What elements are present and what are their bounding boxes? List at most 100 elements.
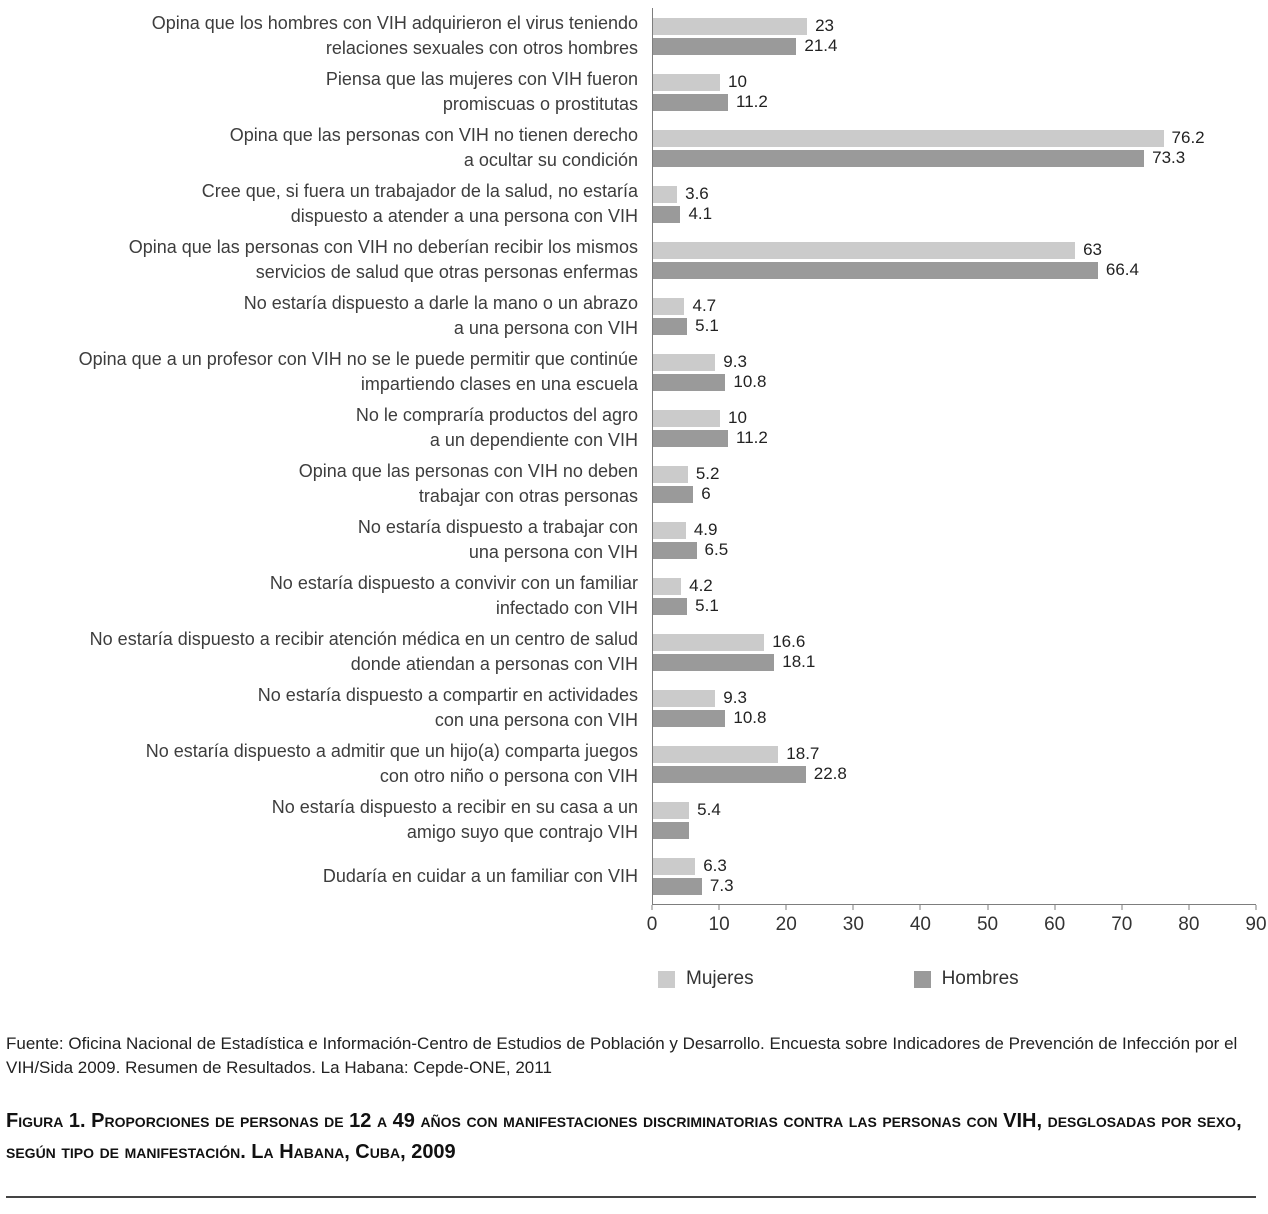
category-bars: 76.2 73.3 (652, 120, 1256, 176)
x-tick-mark (785, 905, 787, 910)
figure-caption: Figura 1. Proporciones de personas de 12… (6, 1110, 1242, 1163)
bar-hombres (653, 205, 681, 223)
bar-line-hombres: 73.3 (653, 148, 1256, 167)
x-tick-label: 60 (1044, 914, 1066, 935)
bar-value-hombres: 11.2 (736, 92, 768, 111)
bar-line-hombres: 10.8 (653, 708, 1256, 727)
bar-line-hombres: 21.4 (653, 36, 1256, 55)
x-tick-label: 70 (1111, 914, 1133, 935)
bar-hombres (653, 149, 1145, 167)
bar-hombres (653, 877, 702, 895)
bar-line-mujeres: 6.3 (653, 856, 1256, 875)
category-label: No estaría dispuesto a trabajar con una p… (357, 517, 638, 562)
category-bars: 3.6 4.1 (652, 176, 1256, 232)
chart-category-row: Cree que, si fuera un trabajador de la s… (6, 176, 1256, 232)
bar-value-mujeres: 18.7 (786, 744, 820, 763)
legend-item-hombres: Hombres (913, 968, 1019, 990)
bar-hombres (653, 93, 729, 111)
category-label: No le compraría productos del agro a un d… (355, 405, 638, 450)
bar-value-hombres: 6 (701, 484, 711, 503)
chart-category-row: No estaría dispuesto a recibir en su cas… (6, 792, 1256, 848)
bar-mujeres (653, 745, 779, 763)
bar-line-mujeres: 5.2 (653, 464, 1256, 483)
bar-hombres (653, 429, 729, 447)
x-tick-label: 20 (775, 914, 797, 935)
bar-value-hombres: 66.4 (1105, 260, 1139, 279)
bar-line-hombres: 7.3 (653, 876, 1256, 895)
bar-mujeres (653, 633, 765, 651)
category-label: Cree que, si fuera un trabajador de la s… (201, 181, 638, 226)
chart-category-row: Opina que a un profesor con VIH no se le… (6, 344, 1256, 400)
bar-line-hombres (653, 821, 1256, 839)
category-label: No estaría dispuesto a recibir atención … (89, 629, 638, 674)
bar-hombres (653, 653, 775, 671)
category-bars: 18.7 22.8 (652, 736, 1256, 792)
bar-line-hombres: 6 (653, 484, 1256, 503)
bar-line-hombres: 5.1 (653, 596, 1256, 615)
bar-line-hombres: 66.4 (653, 260, 1256, 279)
category-label: No estaría dispuesto a convivir con un f… (269, 573, 638, 618)
bar-hombres (653, 541, 697, 559)
bar-mujeres (653, 801, 690, 819)
category-bars: 5.2 6 (652, 456, 1256, 512)
category-bars: 5.4 (652, 792, 1256, 848)
x-tick-label: 50 (976, 914, 999, 935)
x-tick-mark (651, 905, 653, 910)
bar-value-mujeres: 76.2 (1171, 128, 1205, 147)
category-bars: 4.7 5.1 (652, 288, 1256, 344)
x-tick-label: 80 (1178, 914, 1200, 935)
bar-mujeres (653, 353, 716, 371)
x-tick-mark (987, 905, 989, 910)
bar-line-mujeres: 3.6 (653, 184, 1256, 203)
category-bars: 9.3 10.8 (652, 344, 1256, 400)
bar-mujeres (653, 73, 720, 91)
bar-line-hombres: 11.2 (653, 92, 1256, 111)
category-bars: 23 21.4 (652, 8, 1256, 64)
chart-category-row: No estaría dispuesto a admitir que un hi… (6, 736, 1256, 792)
source-note: Fuente: Oficina Nacional de Estadística … (6, 1034, 1238, 1077)
legend-swatch-hombres (913, 970, 931, 988)
bar-hombres (653, 373, 726, 391)
chart-category-row: No estaría dispuesto a trabajar con una p… (6, 512, 1256, 568)
category-bars: 10 11.2 (652, 64, 1256, 120)
bar-hombres (653, 317, 688, 335)
bar-mujeres (653, 17, 808, 35)
chart-category-row: No estaría dispuesto a recibir atención … (6, 624, 1256, 680)
category-label: No estaría dispuesto a admitir que un hi… (145, 741, 638, 786)
chart-category-row: Opina que los hombres con VIH adquiriero… (6, 8, 1256, 64)
bar-mujeres (653, 129, 1164, 147)
chart-category-row: Opina que las personas con VIH no deberí… (6, 232, 1256, 288)
bar-value-hombres: 11.2 (736, 428, 768, 447)
bar-hombres (653, 37, 797, 55)
category-label: Dudaría en cuidar a un familiar con VIH (322, 865, 638, 886)
bar-hombres (653, 261, 1098, 279)
bar-line-mujeres: 4.9 (653, 520, 1256, 539)
bar-value-mujeres: 9.3 (723, 688, 747, 707)
bar-line-hombres: 4.1 (653, 204, 1256, 223)
category-label: Opina que las personas con VIH no deberí… (128, 237, 638, 282)
bar-value-hombres: 73.3 (1152, 148, 1186, 167)
category-label: Opina que los hombres con VIH adquiriero… (151, 13, 638, 58)
bar-line-mujeres: 9.3 (653, 688, 1256, 707)
category-bars: 4.9 6.5 (652, 512, 1256, 568)
chart-category-row: Opina que las personas con VIH no tienen… (6, 120, 1256, 176)
legend: Mujeres Hombres (658, 968, 1256, 990)
category-bars: 6.3 7.3 (652, 848, 1256, 904)
bar-value-mujeres: 23 (815, 16, 835, 35)
x-tick-label: 30 (842, 914, 864, 935)
bar-line-hombres: 5.1 (653, 316, 1256, 335)
chart-category-row: No estaría dispuesto a convivir con un f… (6, 568, 1256, 624)
bar-mujeres (653, 297, 685, 315)
bar-line-mujeres: 18.7 (653, 744, 1256, 763)
category-label: Piensa que las mujeres con VIH fueron pro… (325, 69, 638, 114)
bar-line-hombres: 10.8 (653, 372, 1256, 391)
x-axis: 0 10 20 30 40 50 60 70 80 90 (647, 904, 1267, 944)
bar-value-mujeres: 3.6 (685, 184, 709, 203)
bar-mujeres (653, 689, 716, 707)
bar-value-hombres: 6.5 (704, 540, 729, 559)
bar-mujeres (653, 521, 686, 539)
bar-value-hombres: 10.8 (733, 708, 767, 727)
bar-hombres (653, 709, 726, 727)
category-bars: 4.2 5.1 (652, 568, 1256, 624)
